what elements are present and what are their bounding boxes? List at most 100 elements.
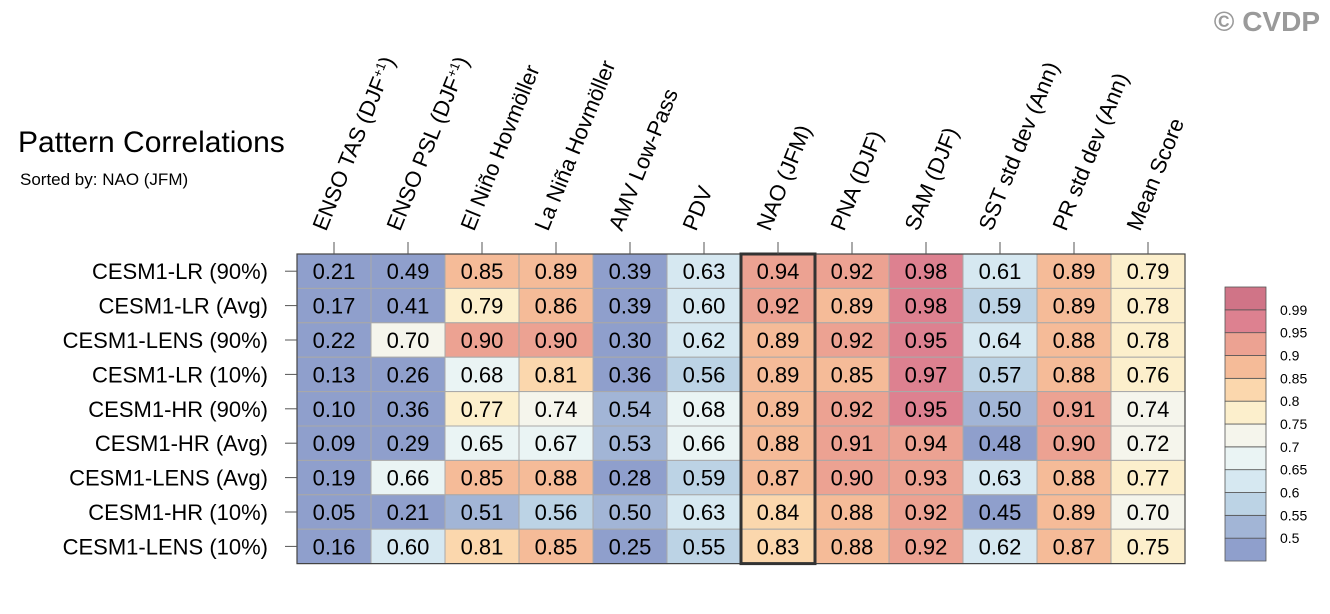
colorbar-segment: [1224, 492, 1267, 516]
cell-value: 0.75: [1127, 534, 1170, 559]
heatmap-cell: [518, 494, 594, 530]
cell-value: 0.59: [979, 294, 1022, 319]
heatmap-cell: [1036, 425, 1112, 461]
colorbar-label: 0.75: [1280, 416, 1307, 432]
column-label: El Niño Hovmöller: [455, 61, 544, 234]
cell-value: 0.98: [905, 294, 948, 319]
heatmap-cell: [962, 459, 1038, 496]
cell-value: 0.70: [387, 328, 430, 353]
cell-value: 0.09: [313, 431, 356, 456]
cell-value: 0.62: [979, 534, 1022, 559]
heatmap-cell: [1036, 391, 1112, 427]
heatmap-cell: [1036, 287, 1112, 324]
cell-value: 0.62: [683, 328, 726, 353]
cell-value: 0.53: [609, 431, 652, 456]
heatmap-cell: [1036, 356, 1112, 393]
cell-value: 0.87: [1053, 534, 1096, 559]
column-label: PDV: [677, 182, 717, 234]
cell-value: 0.21: [387, 500, 430, 525]
cell-value: 0.48: [979, 431, 1022, 456]
heatmap-cell: [814, 391, 890, 427]
heatmap-cell: [666, 287, 742, 324]
cell-value: 0.10: [313, 397, 356, 422]
cell-value: 0.68: [461, 362, 504, 387]
cell-value: 0.70: [1127, 500, 1170, 525]
cell-value: 0.81: [461, 534, 504, 559]
colorbar-label: 0.6: [1280, 485, 1300, 501]
heatmap-cell: [296, 322, 372, 358]
heatmap-cell: [1036, 528, 1112, 565]
cell-value: 0.41: [387, 294, 430, 319]
heatmap-cell: [296, 528, 372, 565]
heatmap-cell: [518, 322, 594, 358]
cell-value: 0.94: [905, 431, 948, 456]
cell-value: 0.89: [757, 328, 800, 353]
cell-value: 0.77: [461, 397, 504, 422]
colorbar-label: 0.5: [1280, 530, 1300, 546]
cell-value: 0.90: [461, 328, 504, 353]
cell-value: 0.79: [1127, 259, 1170, 284]
heatmap-cell: [740, 356, 816, 393]
cell-value: 0.88: [831, 534, 874, 559]
cell-value: 0.97: [905, 362, 948, 387]
cell-value: 0.74: [1127, 397, 1170, 422]
cell-value: 0.79: [461, 294, 504, 319]
colorbar-segment: [1224, 514, 1267, 539]
cell-value: 0.13: [313, 362, 356, 387]
row-label: CESM1-LR (10%): [92, 362, 268, 387]
cell-value: 0.89: [1053, 500, 1096, 525]
column-label: ENSO TAS (DJF+1): [307, 53, 400, 234]
cell-value: 0.78: [1127, 328, 1170, 353]
chart-title: Pattern Correlations: [18, 126, 285, 159]
cell-value: 0.92: [831, 259, 874, 284]
cell-value: 0.78: [1127, 294, 1170, 319]
heatmap-cell: [444, 528, 520, 565]
cell-value: 0.29: [387, 431, 430, 456]
cell-value: 0.91: [1053, 397, 1096, 422]
colorbar-label: 0.7: [1280, 439, 1300, 455]
heatmap-cell: [296, 391, 372, 427]
heatmap-cell: [370, 356, 446, 393]
cell-value: 0.85: [535, 534, 578, 559]
heatmap-cell: [518, 528, 594, 565]
cell-value: 0.39: [609, 259, 652, 284]
row-label: CESM1-LENS (90%): [63, 328, 268, 353]
copyright-watermark: © CVDP: [1213, 6, 1320, 37]
row-label: CESM1-LENS (10%): [63, 534, 268, 559]
cell-value: 0.57: [979, 362, 1022, 387]
cell-value: 0.22: [313, 328, 356, 353]
colorbar-segment: [1224, 377, 1267, 402]
cell-value: 0.26: [387, 362, 430, 387]
heatmap-cell: [592, 287, 668, 324]
cell-value: 0.25: [609, 534, 652, 559]
cell-value: 0.95: [905, 397, 948, 422]
cell-value: 0.60: [683, 294, 726, 319]
heatmap-cell: [1110, 494, 1186, 530]
cell-value: 0.74: [535, 397, 578, 422]
cell-value: 0.56: [683, 362, 726, 387]
colorbar-label: 0.85: [1280, 370, 1307, 386]
heatmap-cell: [666, 459, 742, 496]
cell-value: 0.90: [831, 466, 874, 491]
heatmap-cell: [962, 356, 1038, 393]
cell-value: 0.56: [535, 500, 578, 525]
column-label: AMV Low-Pass: [603, 85, 683, 234]
heatmap-cell: [1110, 322, 1186, 358]
heatmap-cell: [518, 459, 594, 496]
heatmap-cell: [814, 494, 890, 530]
cell-value: 0.88: [757, 431, 800, 456]
cell-value: 0.05: [313, 500, 356, 525]
cell-value: 0.85: [461, 259, 504, 284]
heatmap-cell: [592, 459, 668, 496]
colorbar-segment: [1224, 537, 1267, 562]
heatmap-cell: [888, 322, 964, 358]
cell-value: 0.36: [609, 362, 652, 387]
colorbar-segment: [1224, 446, 1267, 471]
heatmap-cell: [888, 494, 964, 530]
heatmap-cell: [666, 425, 742, 461]
cell-value: 0.81: [535, 362, 578, 387]
heatmap-cell: [370, 425, 446, 461]
heatmap-cell: [962, 425, 1038, 461]
cell-value: 0.21: [313, 259, 356, 284]
heatmap-cell: [592, 528, 668, 565]
